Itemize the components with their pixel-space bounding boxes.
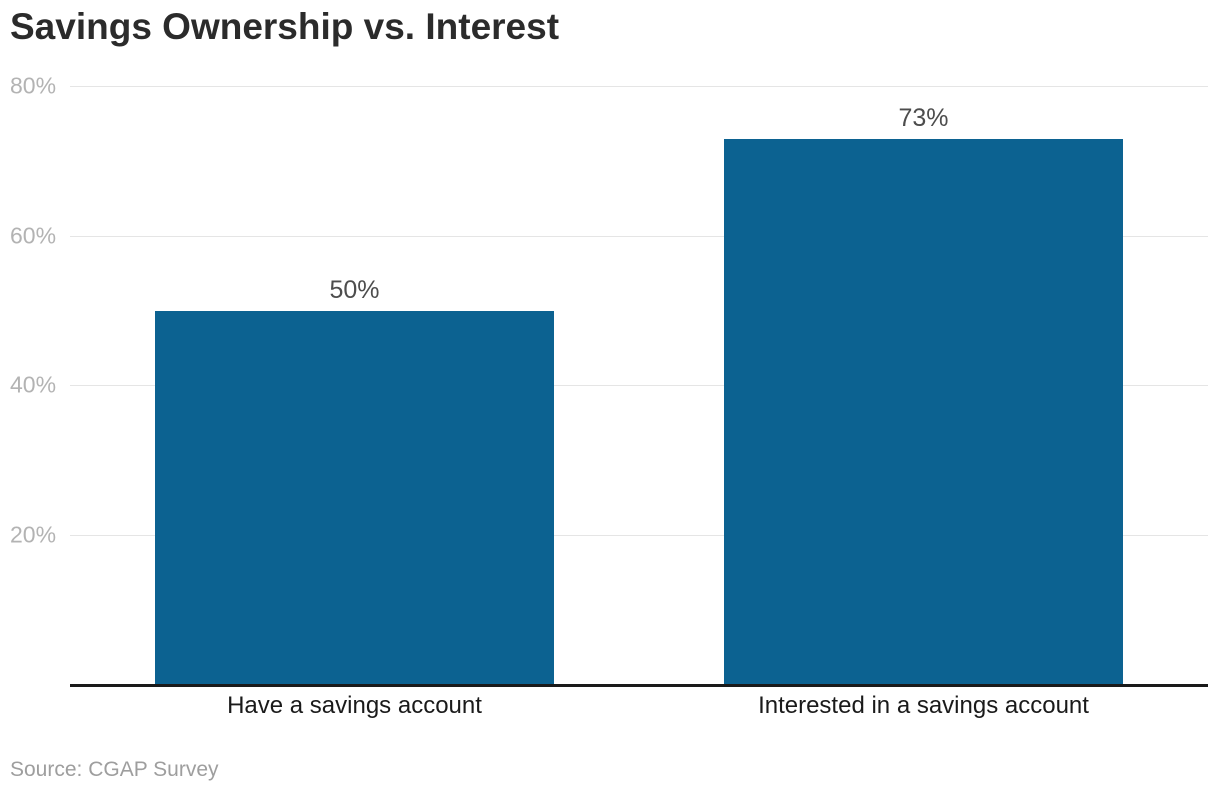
value-label-0: 50% — [329, 276, 380, 305]
gridline-40%: 40% — [10, 373, 1208, 396]
y-tick-label: 60% — [10, 222, 57, 248]
source-note: Source: CGAP Survey — [10, 758, 219, 781]
chart-title: Savings Ownership vs. Interest — [10, 6, 560, 47]
bar-1 — [724, 139, 1123, 685]
y-tick-label: 20% — [10, 521, 57, 547]
y-tick-label: 80% — [10, 72, 57, 99]
gridline-20%: 20% — [10, 523, 1208, 546]
value-label-1: 73% — [898, 104, 949, 133]
x-axis-line — [70, 684, 1208, 687]
bars-area: 50% 73% — [70, 87, 1208, 685]
category-label-0: Have a savings account — [227, 692, 482, 719]
bar-group-0: 50% — [70, 87, 639, 685]
gridline-80%: 80% — [10, 74, 1208, 97]
category-label-1: Interested in a savings account — [758, 692, 1089, 719]
bar-group-1: 73% — [639, 87, 1208, 685]
gridline-60%: 60% — [10, 224, 1208, 247]
category-labels: Have a savings account Interested in a s… — [70, 692, 1208, 720]
bar-0 — [155, 311, 554, 685]
plot-area: 20% 40% 60% 80% 50% 73% — [10, 74, 1208, 685]
y-tick-label: 40% — [10, 371, 57, 398]
